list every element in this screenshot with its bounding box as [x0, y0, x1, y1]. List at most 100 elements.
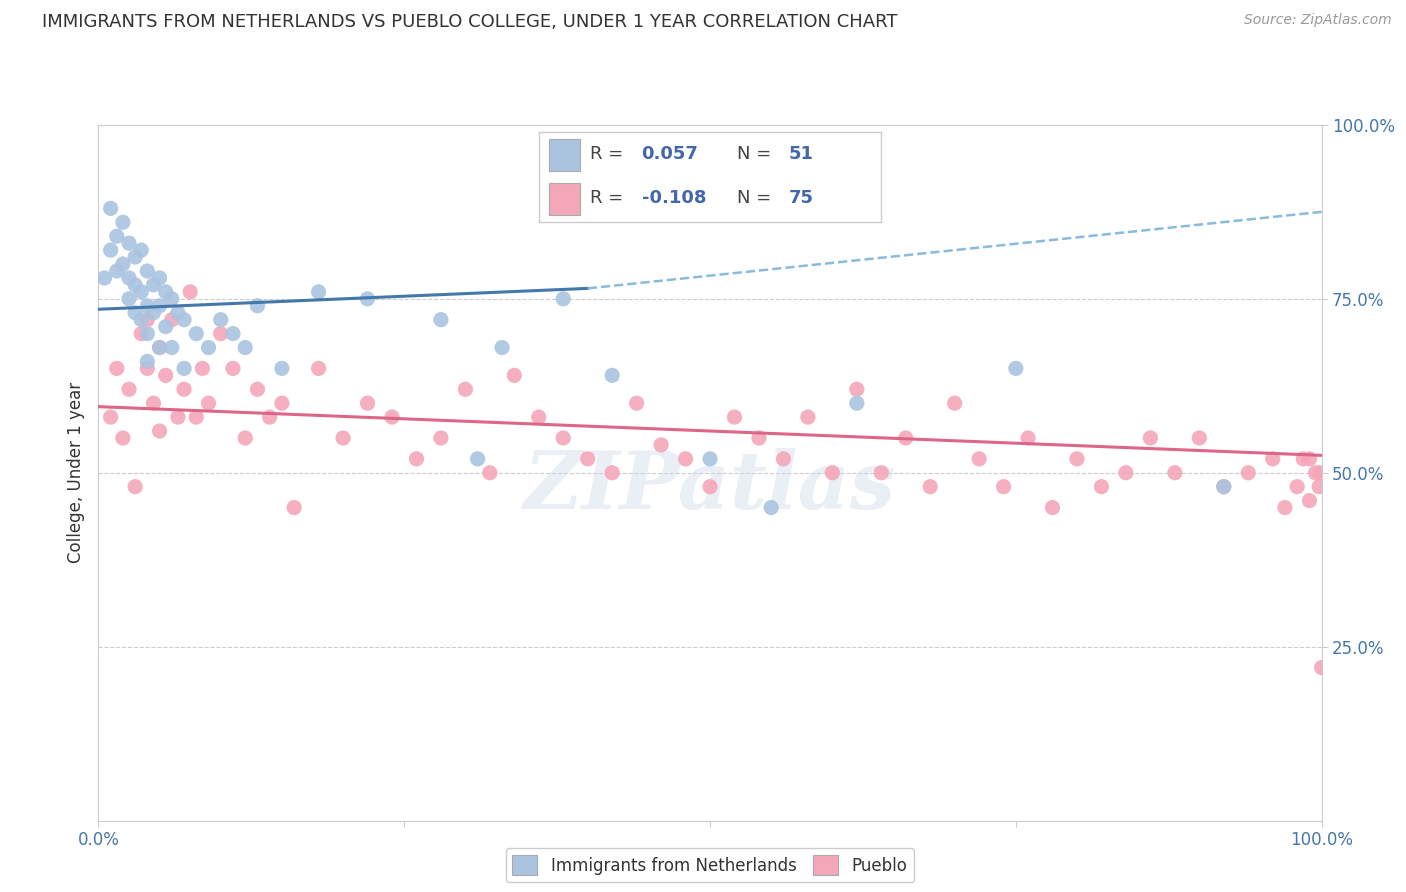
Point [308, 361, 330, 376]
Point [124, 277, 146, 292]
Point [699, 451, 721, 466]
Point [1139, 431, 1161, 445]
Point [1261, 451, 1284, 466]
Point [209, 326, 232, 341]
Point [405, 451, 427, 466]
Point [142, 306, 165, 320]
Point [920, 480, 942, 494]
Point [626, 396, 648, 410]
Point [124, 306, 146, 320]
Point [491, 341, 513, 355]
Point [124, 250, 146, 264]
Point [1237, 466, 1260, 480]
Point [149, 341, 172, 355]
Point [209, 312, 232, 326]
Point [124, 480, 146, 494]
Point [118, 271, 141, 285]
Point [136, 264, 159, 278]
Point [105, 264, 128, 278]
Point [136, 354, 159, 368]
Point [723, 410, 745, 425]
Point [118, 382, 141, 396]
Point [993, 480, 1015, 494]
Point [118, 236, 141, 251]
Point [1115, 466, 1137, 480]
Point [100, 243, 122, 257]
Point [129, 312, 152, 326]
Point [270, 396, 294, 410]
Point [93, 271, 115, 285]
Point [160, 312, 183, 326]
Point [576, 451, 599, 466]
Point [1292, 451, 1315, 466]
Text: IMMIGRANTS FROM NETHERLANDS VS PUEBLO COLLEGE, UNDER 1 YEAR CORRELATION CHART: IMMIGRANTS FROM NETHERLANDS VS PUEBLO CO… [42, 13, 897, 31]
Point [246, 382, 269, 396]
Point [1164, 466, 1187, 480]
Point [600, 466, 623, 480]
Point [129, 285, 152, 299]
Point [259, 410, 281, 425]
Point [527, 410, 550, 425]
Point [155, 368, 177, 383]
Point [1212, 480, 1234, 494]
Point [772, 451, 794, 466]
Point [967, 451, 990, 466]
Point [173, 361, 195, 376]
Point [356, 396, 378, 410]
Point [129, 243, 152, 257]
Point [149, 299, 172, 313]
Point [430, 431, 453, 445]
Point [454, 382, 477, 396]
Point [246, 299, 269, 313]
Point [173, 312, 195, 326]
Point [478, 466, 501, 480]
Point [111, 431, 134, 445]
Point [111, 257, 134, 271]
Point [381, 410, 404, 425]
Point [186, 326, 208, 341]
Point [136, 361, 159, 376]
Point [142, 277, 165, 292]
Point [1042, 500, 1064, 515]
Point [699, 480, 721, 494]
Text: ZIPatlas: ZIPatlas [524, 448, 896, 525]
Point [100, 202, 122, 216]
Point [894, 431, 917, 445]
Point [503, 368, 526, 383]
Point [136, 326, 159, 341]
Point [1286, 480, 1309, 494]
Point [197, 396, 219, 410]
Point [600, 368, 623, 383]
Point [149, 341, 172, 355]
Point [105, 361, 128, 376]
Point [1004, 361, 1026, 376]
Point [308, 285, 330, 299]
Point [1017, 431, 1039, 445]
Point [167, 410, 190, 425]
Text: Source: ZipAtlas.com: Source: ZipAtlas.com [1244, 13, 1392, 28]
Point [105, 229, 128, 244]
Point [845, 396, 868, 410]
Point [1298, 451, 1320, 466]
Point [179, 285, 201, 299]
Point [160, 341, 183, 355]
Y-axis label: College, Under 1 year: College, Under 1 year [66, 382, 84, 564]
Point [167, 306, 190, 320]
Point [100, 410, 122, 425]
Point [1298, 493, 1320, 508]
Point [1188, 431, 1211, 445]
Point [1066, 451, 1088, 466]
Point [1212, 480, 1234, 494]
Point [222, 361, 245, 376]
Point [748, 431, 770, 445]
Point [222, 326, 245, 341]
Point [943, 396, 966, 410]
Point [111, 215, 134, 229]
Legend: Immigrants from Netherlands, Pueblo: Immigrants from Netherlands, Pueblo [506, 848, 914, 882]
Point [821, 466, 844, 480]
Point [233, 341, 256, 355]
Point [118, 292, 141, 306]
Point [356, 292, 378, 306]
Point [186, 410, 208, 425]
Point [553, 431, 575, 445]
